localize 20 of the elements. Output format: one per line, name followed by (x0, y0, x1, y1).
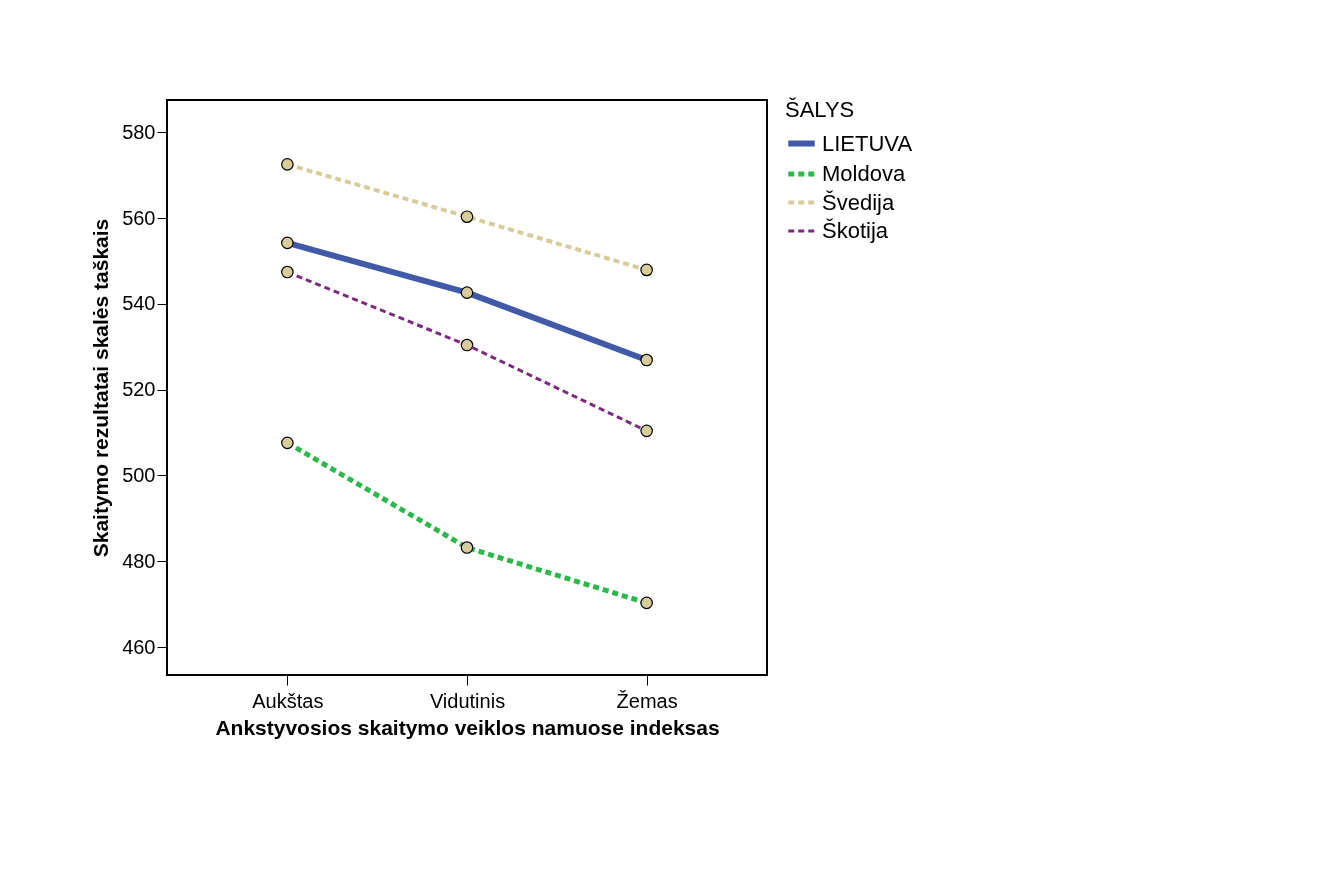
legend-label: Moldova (822, 161, 906, 186)
x-tick-label: Žemas (616, 689, 678, 712)
y-tick-label: 500 (122, 463, 156, 486)
point (460, 210, 474, 224)
y-tick-label: 520 (122, 378, 156, 401)
point (640, 263, 653, 277)
y-tick-label: 580 (122, 120, 156, 143)
x-tick-label: Vidutinis (429, 689, 506, 712)
point (281, 158, 294, 171)
y-tick-label: 540 (122, 292, 156, 315)
legend-label: Švedija (822, 189, 895, 215)
legend-label: LIETUVA (822, 130, 913, 156)
y-tick-label: 560 (122, 206, 156, 229)
legend-label: Škotija (822, 218, 889, 243)
y-tick-label: 460 (122, 635, 156, 658)
x-axis-title: Ankstyvosios skaitymo veiklos namuose indeksas (215, 715, 720, 739)
y-tick-label: 480 (122, 549, 156, 572)
legend-title: ŠALYS (785, 97, 855, 122)
y-axis-title: Skaitymo rezultatai skalės taškais (89, 218, 113, 558)
x-tick-label: Aukštas (252, 689, 324, 712)
